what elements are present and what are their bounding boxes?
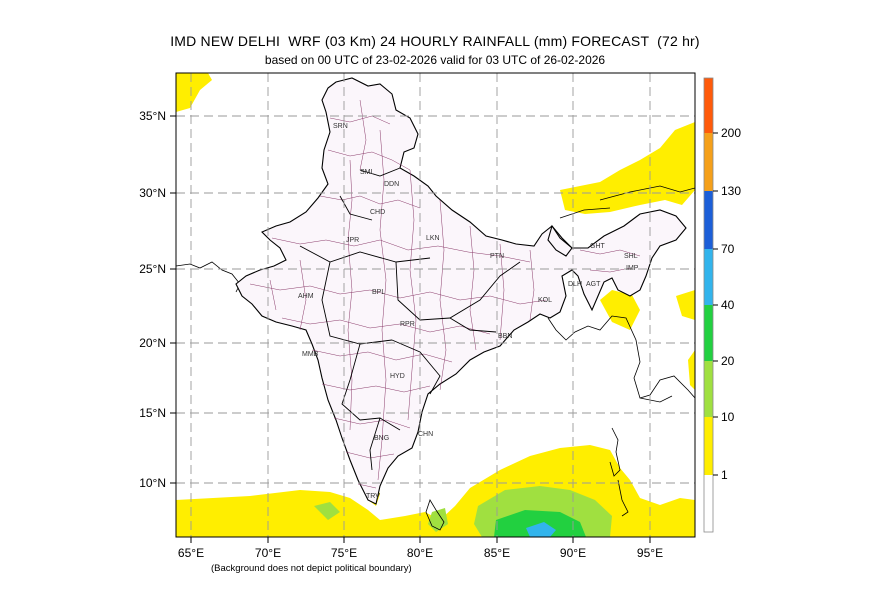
legend-label: 10 <box>721 410 735 424</box>
color-bar: 200 130 70 40 20 10 1 <box>703 77 741 533</box>
graticule <box>176 73 695 537</box>
city-label: BBN <box>498 333 512 340</box>
legend-swatch-40-70 <box>704 249 713 305</box>
city-label: MMB <box>302 351 319 358</box>
india-boundary <box>235 77 687 505</box>
city-label: LKN <box>426 235 440 242</box>
district-boundaries <box>249 99 641 489</box>
lon-label: 95°E <box>637 546 663 560</box>
legend-label: 40 <box>721 298 735 312</box>
legend-label: 70 <box>721 242 735 256</box>
legend-swatch-10-20 <box>704 361 713 417</box>
lat-label: 20°N <box>139 336 166 350</box>
legend-swatch-200-plus <box>704 78 713 133</box>
city-label: SRN <box>333 123 348 130</box>
legend-label: 1 <box>721 468 728 482</box>
city-label: IMP <box>626 265 639 272</box>
longitude-labels: 65°E 70°E 75°E 80°E 85°E 90°E 95°E <box>178 546 663 560</box>
city-label: AGT <box>586 281 601 288</box>
latitude-labels: 35°N 30°N 25°N 20°N 15°N 10°N <box>139 109 166 490</box>
state-boundaries <box>299 167 521 471</box>
city-label: BPL <box>372 289 385 296</box>
lat-label: 15°N <box>139 406 166 420</box>
city-label: KOL <box>538 297 552 304</box>
lon-label: 85°E <box>484 546 510 560</box>
city-label: DLH <box>568 281 582 288</box>
legend-swatch-70-130 <box>704 191 713 249</box>
city-labels: SRN SML DDN CHD JPR LKN PTN GHT SHL IMP … <box>298 123 639 500</box>
lon-label: 90°E <box>560 546 586 560</box>
lat-label: 30°N <box>139 186 166 200</box>
city-label: SML <box>360 169 375 176</box>
lon-label: 75°E <box>331 546 357 560</box>
city-label: PTN <box>490 253 504 260</box>
city-label: RPR <box>400 321 415 328</box>
boundary-disclaimer: (Background does not depict political bo… <box>211 563 412 574</box>
legend-label: 20 <box>721 354 735 368</box>
city-label: JPR <box>346 237 359 244</box>
city-label: DDN <box>384 181 399 188</box>
map-frame <box>175 72 696 538</box>
city-label: CHD <box>370 209 385 216</box>
legend-swatch-20-40 <box>704 305 713 361</box>
legend-label: 200 <box>721 126 741 140</box>
lat-label: 10°N <box>139 476 166 490</box>
legend-swatch-130-200 <box>704 133 713 191</box>
axis-ticks <box>170 115 651 543</box>
legend-label: 130 <box>721 184 741 198</box>
city-label: GHT <box>590 243 606 250</box>
city-label: BNG <box>374 435 389 442</box>
legend-swatch-below-1 <box>704 475 713 532</box>
lon-label: 80°E <box>407 546 433 560</box>
legend-swatch-1-10 <box>704 417 713 475</box>
map-subtitle: based on 00 UTC of 23-02-2026 valid for … <box>264 53 606 67</box>
map-title: IMD NEW DELHI WRF (03 Km) 24 HOURLY RAIN… <box>170 33 700 49</box>
rainfall-shading <box>176 73 695 537</box>
city-label: HYD <box>390 373 405 380</box>
city-label: CHN <box>418 431 433 438</box>
lat-label: 25°N <box>139 262 166 276</box>
city-label: AHM <box>298 293 314 300</box>
lon-label: 65°E <box>178 546 204 560</box>
lon-label: 70°E <box>255 546 281 560</box>
city-label: TRV <box>366 493 380 500</box>
city-label: SHL <box>624 253 638 260</box>
lat-label: 35°N <box>139 109 166 123</box>
